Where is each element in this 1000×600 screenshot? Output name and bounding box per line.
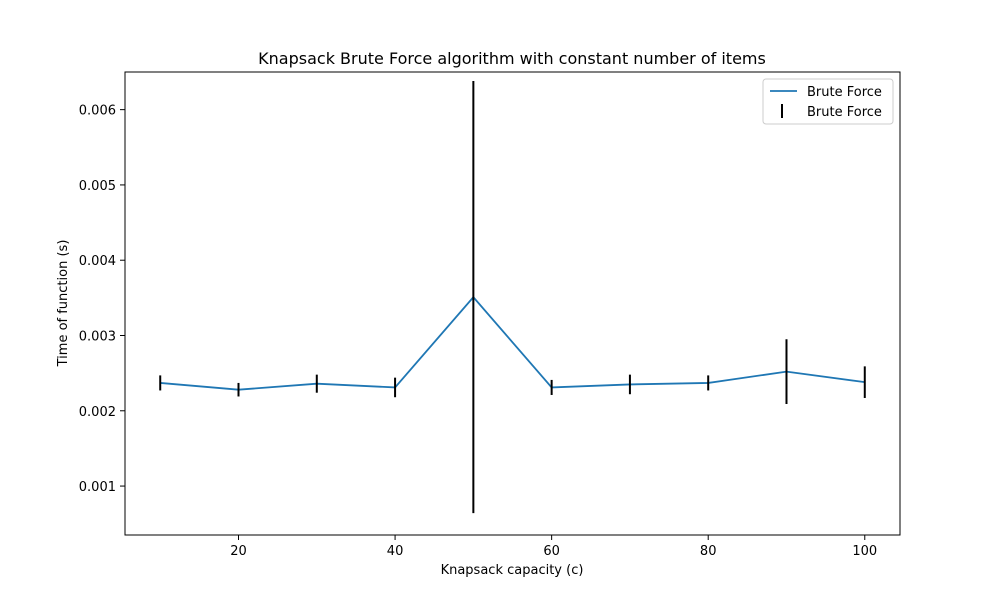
axes-frame <box>124 71 901 536</box>
x-axis-label: Knapsack capacity (c) <box>441 563 584 578</box>
x-tick-label: 20 <box>230 544 247 559</box>
plot-area: 20 40 60 80 100 0.001 0.002 0.003 0.004 0.005 0.00… <box>79 71 901 559</box>
y-tick-label: 0.003 <box>79 329 116 344</box>
x-tick-label: 100 <box>852 544 877 559</box>
y-tick-label: 0.005 <box>79 179 116 194</box>
y-tick-label: 0.006 <box>79 104 116 119</box>
legend-label-line: Brute Force <box>807 85 882 100</box>
x-tick-label: 60 <box>543 544 560 559</box>
x-tick-label: 80 <box>700 544 717 559</box>
y-tick-label: 0.004 <box>79 254 116 269</box>
x-tick-label: 40 <box>387 544 404 559</box>
y-tick-label: 0.001 <box>79 480 116 495</box>
chart-title: Knapsack Brute Force algorithm with cons… <box>258 49 766 68</box>
legend-label-errorbar: Brute Force <box>807 105 882 120</box>
y-axis-label: Time of function (s) <box>56 240 71 368</box>
legend: Brute Force Brute Force <box>762 78 894 125</box>
y-tick-label: 0.002 <box>79 405 116 420</box>
series-line <box>160 295 865 391</box>
